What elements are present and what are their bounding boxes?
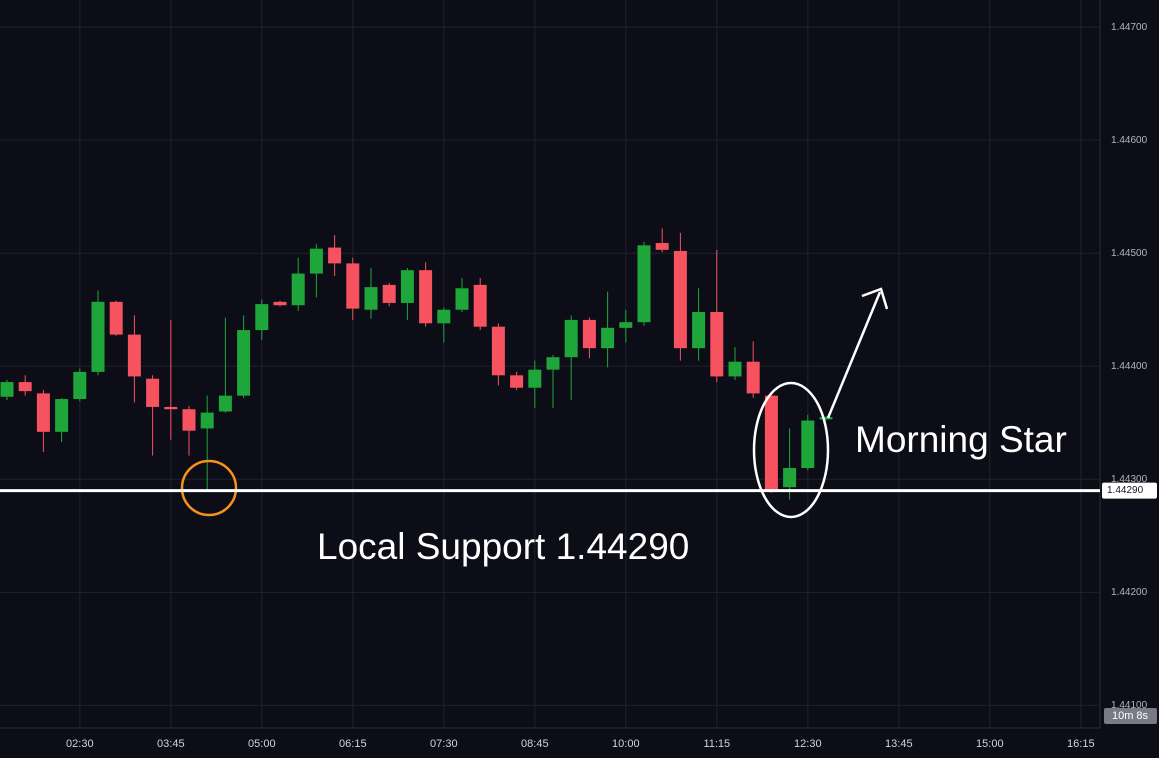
candle-body bbox=[182, 409, 196, 431]
support-touch-circle bbox=[180, 459, 238, 517]
candle-body bbox=[783, 468, 797, 488]
candle-body bbox=[637, 245, 651, 323]
x-tick-label: 10:00 bbox=[612, 738, 640, 750]
candle-body bbox=[673, 250, 687, 349]
x-tick-label: 06:15 bbox=[339, 738, 367, 750]
candle-body bbox=[346, 263, 360, 309]
candle-body bbox=[692, 312, 706, 349]
arrow-shaft bbox=[826, 291, 882, 419]
candle-body bbox=[382, 284, 396, 303]
pattern-ellipse bbox=[752, 381, 830, 519]
candle-body bbox=[801, 420, 815, 468]
candle-body bbox=[582, 319, 596, 349]
x-tick-label: 02:30 bbox=[66, 738, 94, 750]
candle-body bbox=[255, 304, 269, 331]
x-tick-label: 16:15 bbox=[1067, 738, 1095, 750]
x-tick-label: 11:15 bbox=[703, 738, 730, 750]
candle-body bbox=[328, 247, 342, 264]
candle-body bbox=[437, 309, 451, 324]
y-tick-label: 1.44400 bbox=[1111, 361, 1148, 372]
candle-body bbox=[419, 270, 433, 324]
y-tick-label: 1.44600 bbox=[1111, 135, 1148, 146]
candle-body bbox=[164, 406, 178, 410]
candle-body bbox=[819, 417, 833, 420]
candle-body bbox=[291, 273, 305, 306]
candle-body bbox=[36, 393, 50, 432]
candle-body bbox=[218, 395, 232, 412]
y-tick-label: 1.44700 bbox=[1111, 22, 1148, 33]
countdown: 10m 8s bbox=[1112, 710, 1149, 722]
candle-body bbox=[273, 301, 287, 306]
candle-body bbox=[55, 399, 69, 432]
candle-body bbox=[146, 378, 160, 407]
candle-body bbox=[400, 270, 414, 303]
x-tick-label: 13:45 bbox=[885, 738, 913, 750]
candle-body bbox=[127, 334, 141, 377]
candle-body bbox=[491, 326, 505, 376]
x-tick-label: 03:45 bbox=[157, 738, 185, 750]
candle-body bbox=[309, 248, 323, 274]
countdown-box bbox=[1104, 708, 1157, 724]
arrow-head bbox=[861, 287, 889, 310]
candle-body bbox=[109, 301, 123, 335]
candle-body bbox=[601, 327, 615, 349]
candle-body bbox=[619, 322, 633, 328]
y-tick-label: 1.44500 bbox=[1111, 248, 1148, 259]
candle-body bbox=[510, 375, 524, 388]
x-tick-label: 15:00 bbox=[976, 738, 1004, 750]
annotation: Morning Star bbox=[855, 419, 1067, 460]
annotation: Local Support 1.44290 bbox=[317, 526, 689, 567]
candle-body bbox=[18, 382, 32, 392]
candle-body bbox=[91, 301, 105, 372]
candle-body bbox=[655, 243, 669, 250]
candle-body bbox=[473, 284, 487, 327]
candle-body bbox=[764, 395, 778, 491]
x-tick-label: 07:30 bbox=[430, 738, 458, 750]
candle-body bbox=[364, 287, 378, 310]
y-tick-label: 1.44200 bbox=[1111, 587, 1148, 598]
candle-body bbox=[200, 412, 214, 429]
candle-body bbox=[546, 357, 560, 370]
candle-body bbox=[564, 319, 578, 358]
y-tick-label: 1.44300 bbox=[1111, 474, 1148, 485]
candle-body bbox=[455, 288, 469, 310]
y-tick-label: 1.44100 bbox=[1111, 700, 1148, 711]
candle-body bbox=[0, 382, 14, 397]
candles bbox=[0, 228, 833, 500]
candle-body bbox=[528, 369, 542, 388]
candle-body bbox=[710, 312, 724, 377]
x-tick-label: 05:00 bbox=[248, 738, 276, 750]
candle-body bbox=[746, 361, 760, 394]
support-label-box bbox=[1102, 482, 1157, 499]
x-tick-label: 12:30 bbox=[794, 738, 822, 750]
candle-body bbox=[728, 361, 742, 377]
overlay: Morning Star Local Support 1.44290 1.442… bbox=[0, 287, 1157, 724]
candle-body bbox=[237, 330, 251, 396]
x-tick-label: 08:45 bbox=[521, 738, 549, 750]
support-label: 1.44290 bbox=[1107, 485, 1144, 496]
candle-body bbox=[73, 371, 87, 400]
